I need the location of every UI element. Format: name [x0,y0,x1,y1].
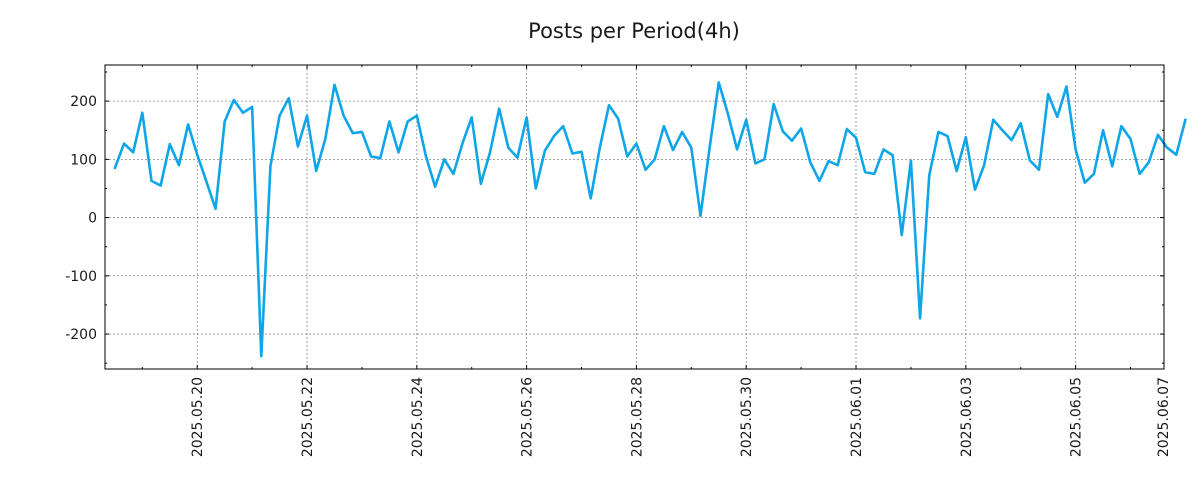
y-tick-label: -100 [65,269,97,285]
y-axis-labels: -200 -100 0 100 200 [65,94,97,343]
x-tick-label: 2025.05.20 [190,377,206,457]
y-tick-label: 100 [70,152,97,168]
y-tick-label: 200 [70,94,97,110]
x-tick-label: 2025.06.07 [1156,377,1172,457]
x-tick-label: 2025.05.26 [520,377,536,457]
x-tick-label: 2025.05.28 [629,377,645,457]
chart-title: Posts per Period(4h) [528,19,740,43]
x-tick-label: 2025.06.01 [849,377,865,457]
x-axis-labels: 2025.05.20 2025.05.22 2025.05.24 2025.05.26… [190,377,1172,457]
x-tick-label: 2025.06.05 [1069,377,1085,457]
grid-lines [105,65,1164,369]
plot-frame [104,64,1165,370]
series-layer [113,81,1187,358]
series-line-posts [113,81,1187,358]
x-tick-label: 2025.05.30 [739,377,755,457]
x-tick-label: 2025.06.03 [959,377,975,457]
y-tick-label: 0 [88,211,97,227]
y-tick-label: -200 [65,327,97,343]
x-tick-label: 2025.05.24 [410,377,426,457]
axis-ticks [105,65,1164,369]
x-tick-label: 2025.05.22 [300,377,316,457]
